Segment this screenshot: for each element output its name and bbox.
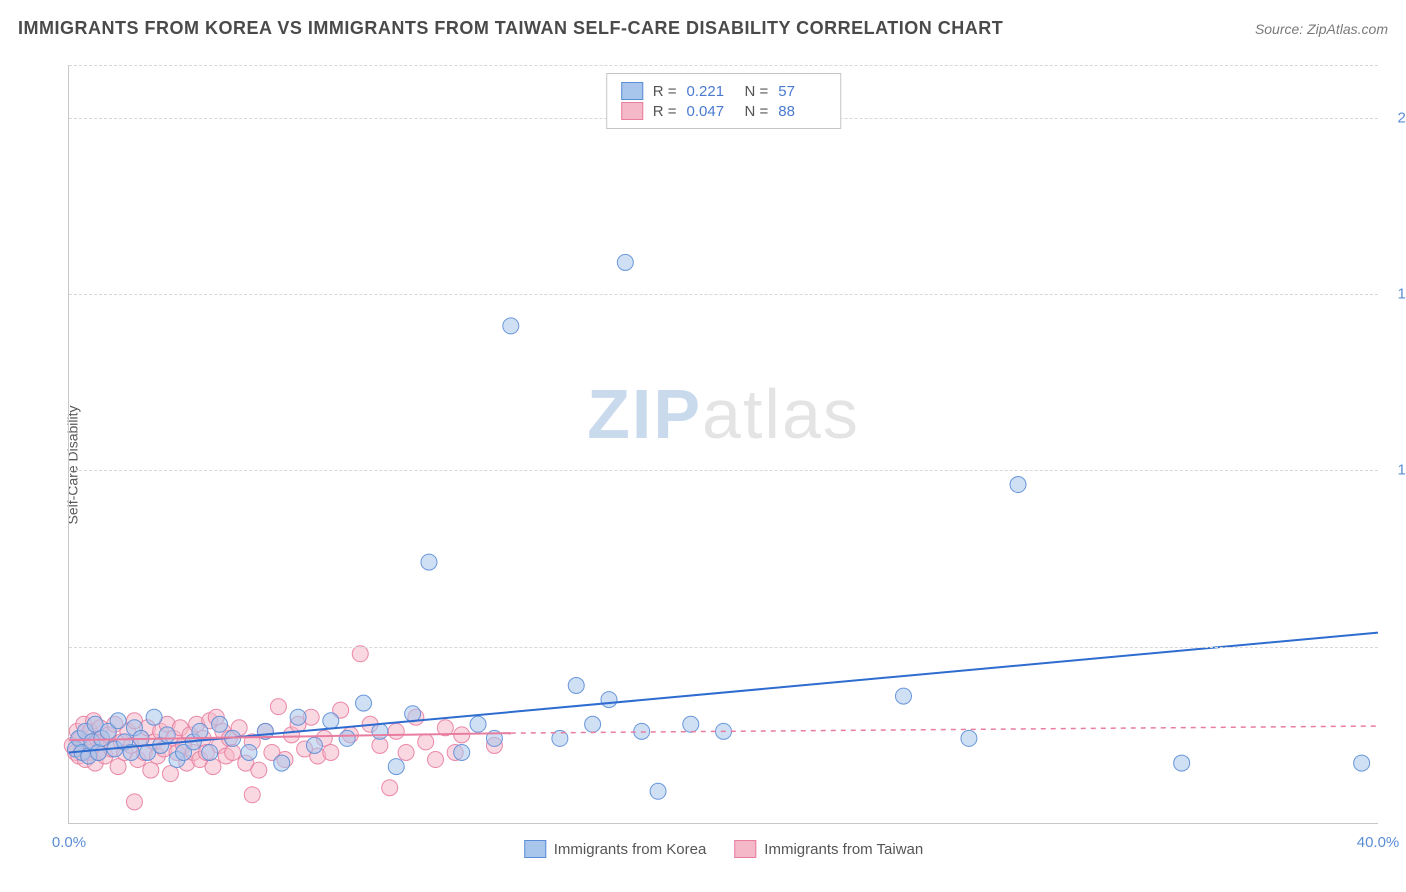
data-point — [398, 744, 414, 760]
n-value-taiwan: 88 — [778, 103, 826, 120]
data-point — [212, 716, 228, 732]
legend-swatch-korea — [621, 82, 643, 100]
stats-legend: R = 0.221 N = 57 R = 0.047 N = 88 — [606, 73, 842, 129]
stats-legend-row: R = 0.221 N = 57 — [621, 82, 827, 100]
chart-title: IMMIGRANTS FROM KOREA VS IMMIGRANTS FROM… — [18, 18, 1003, 39]
data-point — [202, 744, 218, 760]
data-point — [418, 734, 434, 750]
data-point — [290, 709, 306, 725]
data-point — [110, 759, 126, 775]
r-label: R = — [653, 103, 677, 120]
data-point — [961, 730, 977, 746]
data-point — [126, 794, 142, 810]
gridline — [69, 65, 1378, 66]
data-point — [274, 755, 290, 771]
data-point — [1010, 477, 1026, 493]
data-point — [339, 730, 355, 746]
legend-swatch-taiwan — [734, 840, 756, 858]
series-legend: Immigrants from Korea Immigrants from Ta… — [524, 840, 923, 858]
r-value-korea: 0.221 — [687, 83, 735, 100]
data-point — [454, 744, 470, 760]
n-label: N = — [745, 83, 769, 100]
data-point — [251, 762, 267, 778]
data-point — [650, 783, 666, 799]
r-value-taiwan: 0.047 — [687, 103, 735, 120]
gridline — [69, 647, 1378, 648]
data-point — [162, 766, 178, 782]
data-point — [895, 688, 911, 704]
legend-swatch-korea — [524, 840, 546, 858]
n-label: N = — [745, 103, 769, 120]
data-point — [1174, 755, 1190, 771]
plot-area: ZIPatlas R = 0.221 N = 57 R = 0.047 N = … — [68, 65, 1378, 824]
data-point — [470, 716, 486, 732]
data-point — [405, 706, 421, 722]
data-point — [244, 787, 260, 803]
data-point — [585, 716, 601, 732]
n-value-korea: 57 — [778, 83, 826, 100]
header: IMMIGRANTS FROM KOREA VS IMMIGRANTS FROM… — [18, 18, 1388, 39]
data-point — [143, 762, 159, 778]
data-point — [601, 692, 617, 708]
data-point — [388, 759, 404, 775]
x-tick-label: 0.0% — [52, 834, 86, 851]
data-point — [241, 744, 257, 760]
data-point — [306, 737, 322, 753]
data-point — [372, 723, 388, 739]
legend-item-korea: Immigrants from Korea — [524, 840, 707, 858]
r-label: R = — [653, 83, 677, 100]
x-tick-label: 40.0% — [1357, 834, 1400, 851]
data-point — [110, 713, 126, 729]
data-point — [323, 713, 339, 729]
legend-item-taiwan: Immigrants from Taiwan — [734, 840, 923, 858]
gridline — [69, 294, 1378, 295]
data-point — [568, 678, 584, 694]
data-point — [382, 780, 398, 796]
stats-legend-row: R = 0.047 N = 88 — [621, 102, 827, 120]
legend-label-taiwan: Immigrants from Taiwan — [764, 841, 923, 858]
y-tick-label: 20.0% — [1385, 109, 1406, 126]
data-point — [146, 709, 162, 725]
data-point — [1354, 755, 1370, 771]
legend-label-korea: Immigrants from Korea — [554, 841, 707, 858]
data-point — [388, 723, 404, 739]
y-tick-label: 15.0% — [1385, 286, 1406, 303]
data-point — [90, 744, 106, 760]
data-point — [192, 723, 208, 739]
chart-container: Self-Care Disability ZIPatlas R = 0.221 … — [18, 55, 1388, 874]
y-tick-label: 5.0% — [1385, 638, 1406, 655]
scatter-svg — [69, 65, 1378, 823]
data-point — [159, 727, 175, 743]
data-point — [503, 318, 519, 334]
data-point — [270, 699, 286, 715]
data-point — [225, 744, 241, 760]
data-point — [356, 695, 372, 711]
data-point — [352, 646, 368, 662]
data-point — [683, 716, 699, 732]
source-attribution: Source: ZipAtlas.com — [1255, 21, 1388, 37]
data-point — [617, 254, 633, 270]
legend-swatch-taiwan — [621, 102, 643, 120]
y-tick-label: 10.0% — [1385, 462, 1406, 479]
data-point — [205, 759, 221, 775]
gridline — [69, 470, 1378, 471]
data-point — [428, 752, 444, 768]
data-point — [421, 554, 437, 570]
data-point — [372, 737, 388, 753]
data-point — [323, 744, 339, 760]
